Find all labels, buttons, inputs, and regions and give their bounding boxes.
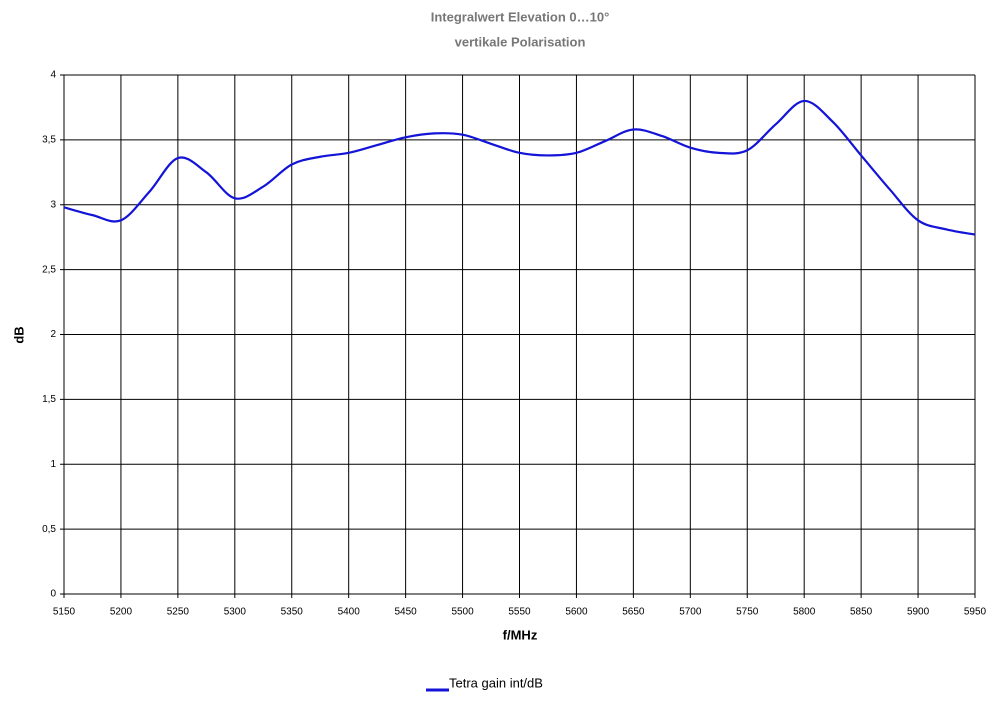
chart-subtitle: vertikale Polarisation (455, 34, 586, 49)
x-tick-label: 5900 (907, 607, 930, 618)
y-axis-label: dB (11, 326, 26, 343)
x-tick-label: 5550 (508, 607, 531, 618)
y-tick-label: 1,5 (42, 394, 56, 405)
x-tick-label: 5400 (338, 607, 361, 618)
y-tick-label: 2,5 (42, 264, 56, 275)
x-tick-label: 5950 (964, 607, 986, 618)
x-tick-label: 5800 (793, 607, 816, 618)
chart-title: Integralwert Elevation 0…10° (431, 9, 610, 24)
x-tick-label: 5350 (281, 607, 304, 618)
y-tick-label: 2 (50, 329, 56, 340)
x-tick-label: 5700 (679, 607, 702, 618)
y-tick-label: 1 (50, 459, 56, 470)
x-tick-label: 5150 (53, 607, 76, 618)
y-tick-label: 4 (50, 70, 56, 81)
x-axis-label: f/MHz (503, 627, 538, 642)
x-tick-label: 5750 (736, 607, 759, 618)
y-tick-label: 0,5 (42, 524, 56, 535)
x-tick-label: 5450 (395, 607, 418, 618)
legend-label: Tetra gain int/dB (449, 675, 543, 690)
x-tick-label: 5200 (110, 607, 133, 618)
x-tick-label: 5850 (850, 607, 873, 618)
y-tick-label: 3,5 (42, 135, 56, 146)
y-tick-label: 3 (50, 199, 56, 210)
x-tick-label: 5300 (224, 607, 247, 618)
y-tick-label: 0 (50, 589, 56, 600)
x-tick-label: 5250 (167, 607, 190, 618)
x-tick-label: 5500 (451, 607, 474, 618)
x-tick-label: 5600 (565, 607, 588, 618)
x-tick-label: 5650 (622, 607, 645, 618)
line (63, 99, 976, 236)
